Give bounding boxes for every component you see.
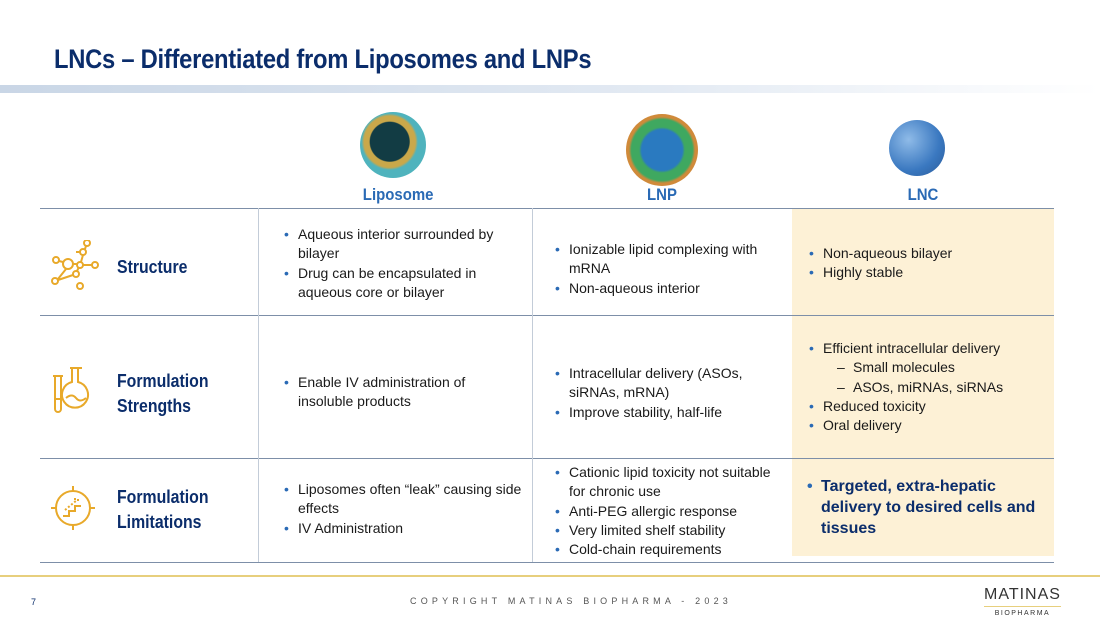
liposome-limitations-list: Liposomes often “leak” causing side effe…	[282, 480, 527, 538]
column-header-lnc: LNC	[907, 185, 939, 204]
column-header-liposome: Liposome	[362, 185, 434, 204]
divider	[40, 315, 1054, 316]
copyright: COPYRIGHT MATINAS BIOPHARMA - 2023	[410, 596, 733, 606]
divider	[258, 208, 259, 562]
lnp-strengths-list: Intracellular delivery (ASOs, siRNAs, mR…	[553, 364, 773, 422]
lnc-limitations-list: Targeted, extra-hepatic delivery to desi…	[805, 476, 1045, 539]
column-header-lnp: LNP	[647, 185, 677, 204]
footer-rule	[0, 575, 1100, 577]
row-label-structure: Structure	[117, 257, 188, 277]
divider	[40, 458, 1054, 459]
lnc-image	[889, 120, 945, 176]
lnp-structure-list: Ionizable lipid complexing with mRNANon-…	[553, 240, 773, 298]
molecule-icon	[51, 240, 99, 290]
divider	[532, 208, 533, 562]
liposome-image	[360, 112, 426, 178]
liposome-structure-list: Aqueous interior surrounded by bilayerDr…	[282, 225, 522, 302]
page-number: 7	[31, 597, 37, 607]
lnp-image	[626, 114, 698, 186]
lnc-structure-list: Non-aqueous bilayerHighly stable	[807, 244, 1037, 283]
lnp-limitations-list: Cationic lipid toxicity not suitable for…	[553, 463, 773, 560]
lab-flask-icon	[53, 367, 89, 413]
divider	[40, 208, 1054, 209]
matinas-logo: MATINAS BIOPHARMA	[984, 586, 1061, 617]
target-stairs-icon	[51, 486, 95, 530]
title-underline	[0, 85, 1100, 93]
lnc-strengths-list: Efficient intracellular deliverySmall mo…	[807, 339, 1047, 436]
liposome-strengths-list: Enable IV administration of insoluble pr…	[282, 373, 512, 412]
row-label-formulation-limitations: Formulation Limitations	[117, 487, 209, 532]
divider	[40, 562, 1054, 563]
page-title: LNCs – Differentiated from Liposomes and…	[54, 44, 592, 74]
row-label-formulation-strengths: Formulation Strengths	[117, 371, 209, 416]
